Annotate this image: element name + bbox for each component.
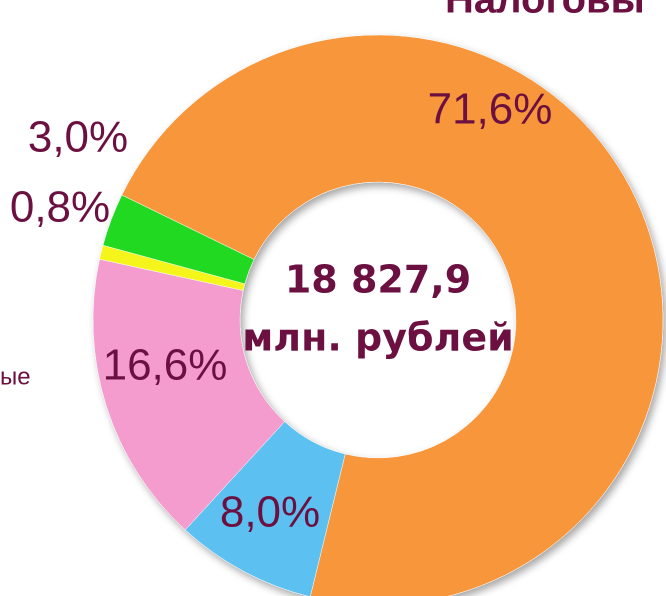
center-text: 18 827,9 (285, 258, 471, 302)
donut-slice (92, 258, 286, 531)
legend-fragment: ые (0, 363, 31, 390)
data-label: 0,8% (10, 183, 110, 232)
data-label: 3,0% (28, 113, 128, 162)
donut-slice (121, 34, 664, 596)
center-text: млн. рублей (242, 316, 514, 360)
data-label: 8,0% (220, 488, 320, 537)
data-label: 16,6% (103, 341, 228, 390)
chart-title: Налоговы (445, 0, 645, 22)
data-label: 71,6% (428, 85, 553, 134)
donut-slice (102, 194, 255, 285)
